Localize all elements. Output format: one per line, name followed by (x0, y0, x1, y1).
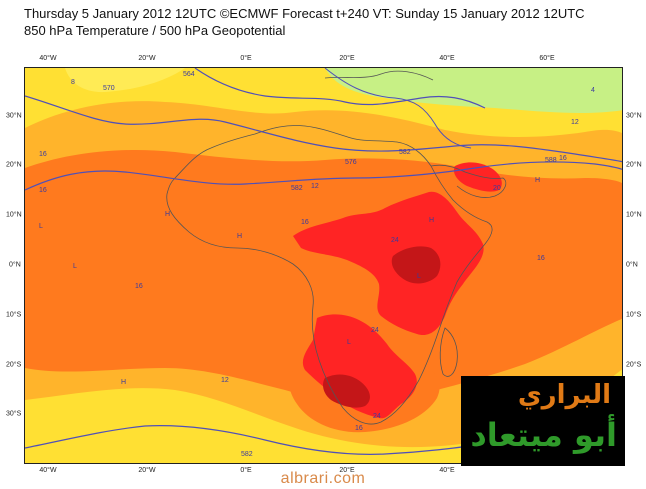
temp-label: 16 (39, 187, 47, 194)
lat-label-right: 0°N (626, 261, 638, 269)
lon-label-bottom: 40°W (39, 467, 57, 474)
contour-line (25, 161, 622, 191)
temp-core-south (323, 374, 370, 408)
temp-band-red-east (293, 191, 484, 336)
lat-label-left: 20°S (6, 361, 22, 369)
temp-band-pale (65, 68, 185, 93)
lat-label-left: 10°N (6, 211, 22, 219)
site-watermark: albrari.com (280, 470, 366, 487)
map-svg: 8 16 16 16 16 12 12 20 24 24 24 16 16 12… (25, 68, 622, 463)
lon-label-bottom: 40°E (439, 467, 455, 474)
lat-label-left: 30°N (6, 112, 22, 120)
lon-label-top: 0°E (240, 55, 252, 62)
chart-subtitle: 850 hPa Temperature / 500 hPa Geopotenti… (24, 23, 286, 38)
logo-line1: البراري (517, 380, 611, 410)
temp-label: 16 (355, 425, 363, 432)
temp-label: 4 (591, 87, 595, 94)
geopotential-label: 576 (345, 159, 357, 166)
madagascar-coastline (439, 327, 458, 377)
high-pressure-marker: H (165, 211, 170, 218)
lon-label-bottom: 20°W (138, 467, 156, 474)
lon-label-bottom: 20°E (339, 467, 355, 474)
lon-label-top: 20°E (339, 55, 355, 62)
lon-label-top: 40°W (39, 55, 57, 62)
contour-line (194, 68, 486, 109)
low-pressure-marker: L (73, 263, 77, 270)
lat-label-left: 20°N (6, 161, 22, 169)
geopotential-label: 564 (183, 71, 195, 78)
high-pressure-marker: H (535, 177, 540, 184)
contour-line (25, 425, 486, 455)
temp-label: 24 (373, 413, 381, 420)
temp-label: 16 (559, 155, 567, 162)
geopotential-label: 582 (241, 451, 253, 458)
contour-line (324, 68, 472, 149)
geopotential-label: 582 (399, 149, 411, 156)
temp-label: 16 (301, 219, 309, 226)
geopotential-label: 570 (103, 85, 115, 92)
temp-core-east (391, 246, 441, 284)
temp-label: 16 (135, 283, 143, 290)
high-pressure-marker: H (121, 379, 126, 386)
logo-line2: أبو ميتعاد (470, 416, 617, 454)
lat-label-left: 10°S (6, 311, 22, 319)
temp-label: 12 (221, 377, 229, 384)
geopotential-label: 588 (545, 157, 557, 164)
high-pressure-marker: H (429, 217, 434, 224)
temp-label: 12 (311, 183, 319, 190)
africa-coastline (166, 125, 493, 425)
temp-band-green (325, 68, 622, 114)
chart-title: Thursday 5 January 2012 12UTC ©ECMWF For… (24, 6, 585, 21)
temp-label: 16 (39, 151, 47, 158)
lat-label-left: 30°S (6, 410, 22, 418)
lon-label-top: 60°E (539, 55, 555, 62)
temp-label: 16 (537, 255, 545, 262)
lat-label-right: 20°S (626, 361, 642, 369)
lon-label-top: 40°E (439, 55, 455, 62)
low-pressure-marker: L (347, 339, 351, 346)
temp-label: 8 (71, 79, 75, 86)
lat-label-right: 30°N (626, 112, 642, 120)
lon-label-bottom: 0°E (240, 467, 252, 474)
forecast-map: 8 16 16 16 16 12 12 20 24 24 24 16 16 12… (24, 67, 623, 464)
arabia-coastline (430, 164, 507, 198)
albrari-logo: البراري أبو ميتعاد (461, 376, 625, 466)
low-pressure-marker: L (39, 223, 43, 230)
geopotential-label: 582 (291, 185, 303, 192)
lat-label-right: 10°S (626, 311, 642, 319)
temp-label: 24 (391, 237, 399, 244)
lat-label-right: 20°N (626, 161, 642, 169)
high-pressure-marker: H (237, 233, 242, 240)
lat-label-right: 10°N (626, 211, 642, 219)
temp-label: 20 (493, 185, 501, 192)
temp-band-dark-orange (25, 149, 622, 403)
europe-coastline (324, 70, 434, 81)
low-pressure-marker: L (417, 273, 421, 280)
temp-label: 12 (571, 119, 579, 126)
temp-label: 24 (371, 327, 379, 334)
lat-label-left: 0°N (9, 261, 21, 269)
lon-label-top: 20°W (138, 55, 156, 62)
contour-line (25, 95, 622, 163)
